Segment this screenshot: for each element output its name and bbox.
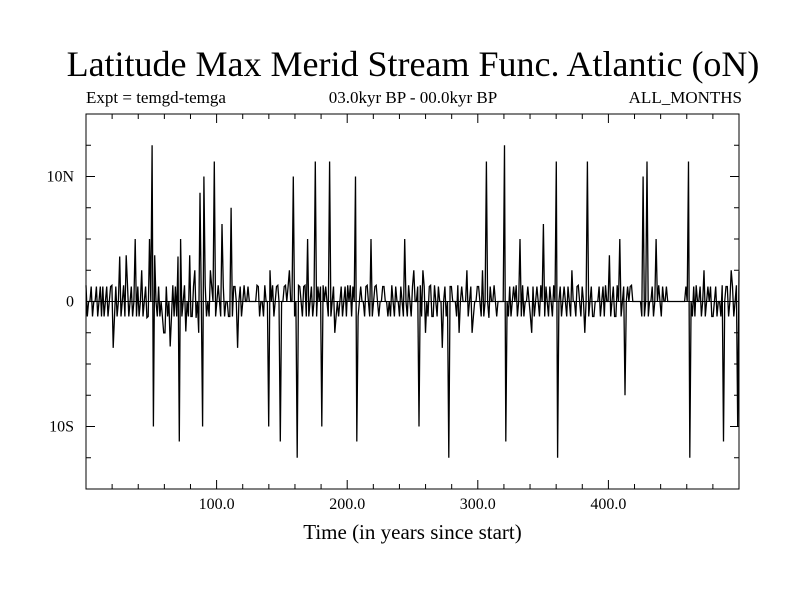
chart-title: Latitude Max Merid Stream Func. Atlantic…	[66, 44, 760, 84]
x-tick-label: 100.0	[199, 496, 235, 513]
y-tick-label: 10N	[46, 169, 74, 186]
x-axis-label: Time (in years since start)	[303, 520, 522, 544]
y-tick-label: 10S	[49, 419, 74, 436]
season-label: ALL_MONTHS	[628, 88, 742, 107]
x-tick-label: 300.0	[460, 496, 496, 513]
series-line	[85, 145, 740, 458]
period-label: 03.0kyr BP - 00.0kyr BP	[328, 88, 498, 107]
x-tick-label: 200.0	[329, 496, 365, 513]
experiment-label: Expt = temgd-temga	[86, 88, 226, 107]
x-tick-label: 400.0	[590, 496, 626, 513]
y-tick-label: 0	[66, 294, 74, 311]
